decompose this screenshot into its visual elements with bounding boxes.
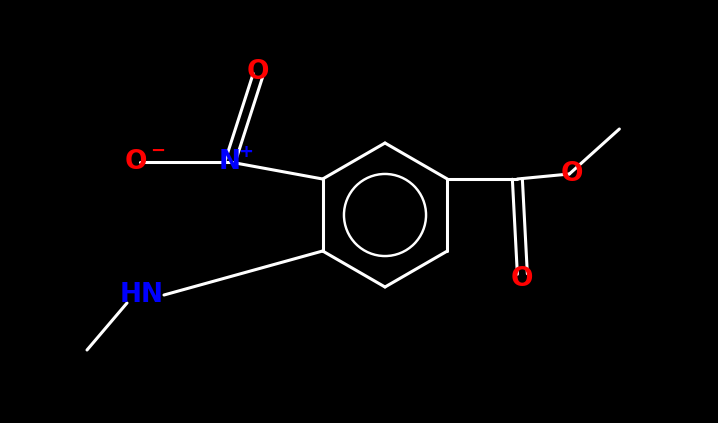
Text: O: O [511,266,533,292]
Text: +: + [238,143,253,161]
Text: −: − [151,142,166,160]
Text: HN: HN [120,282,164,308]
Text: O: O [561,161,584,187]
Text: O: O [247,59,269,85]
Text: N: N [219,149,241,175]
Text: O: O [125,149,147,175]
